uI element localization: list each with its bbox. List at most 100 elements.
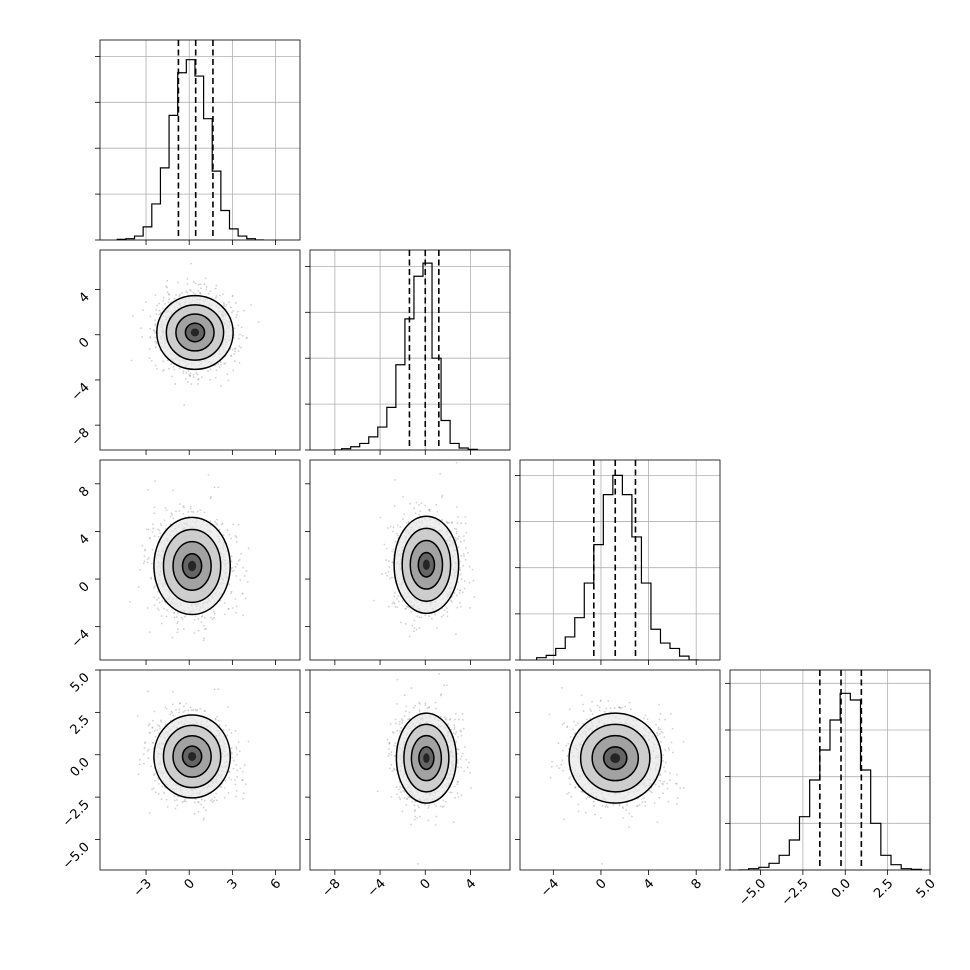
scatter-point [160,622,163,625]
scatter-point [240,326,243,329]
scatter-point [392,731,395,734]
scatter-point [200,293,202,295]
scatter-point [142,562,145,565]
scatter-point [234,729,237,732]
scatter-point [173,368,176,371]
scatter-point [439,694,442,697]
scatter-point [217,688,220,691]
scatter-point [588,717,591,720]
scatter-point [185,800,187,803]
scatter-point [176,622,179,625]
scatter-point [147,748,150,751]
scatter-point [171,375,174,378]
scatter-point [230,590,233,593]
scatter-point [166,609,168,612]
scatter-point [461,718,464,721]
scatter-point [161,785,164,788]
scatter-point [235,605,238,608]
scatter-point [660,740,662,743]
scatter-point [151,727,154,729]
scatter-point [189,706,192,709]
scatter-point [463,587,466,590]
scatter-point [663,766,665,769]
scatter-point [227,706,230,708]
scatter-point [449,791,452,794]
scatter-point [156,607,159,610]
panel-frame [309,249,511,451]
scatter-point [165,615,168,618]
scatter-point [197,617,200,620]
scatter-point [146,607,149,609]
scatter-point [158,302,160,305]
scatter-point [662,754,665,757]
scatter-point [589,708,592,711]
scatter-point [405,522,408,524]
scatter-point [170,710,173,713]
scatter-point [403,796,406,799]
contour-line [153,714,231,799]
scatter-point [157,597,160,599]
scatter-point [388,566,391,568]
scatter-point [446,615,449,618]
scatter-point [457,766,459,769]
scatter-point [465,531,468,534]
scatter-point [182,628,185,631]
scatter-point [173,616,176,619]
scatter-point [242,797,244,800]
scatter-point [245,569,248,572]
scatter-point [216,799,218,802]
scatter-point [394,540,397,543]
scatter-point [152,527,155,530]
scatter-point [457,515,459,518]
scatter-point [568,708,571,711]
scatter-point [235,748,238,750]
scatter-point [226,734,229,737]
scatter-point [464,546,467,549]
scatter-point [396,532,398,535]
scatter-point [231,570,234,573]
scatter-point [398,723,401,726]
scatter-point [193,632,196,635]
scatter-point [147,489,149,491]
scatter-point [235,746,238,749]
scatter-point [460,730,463,733]
scatter-point [591,713,594,715]
scatter-point [179,702,182,705]
scatter-point [413,804,416,807]
pair-panel-p2-p3 [548,686,685,865]
scatter-point [392,731,394,733]
scatter-point [238,345,241,348]
scatter-point [433,803,436,806]
scatter-point [236,310,239,313]
scatter-point [473,596,476,598]
scatter-point [231,295,234,298]
density-shade [187,751,197,761]
scatter-point [193,801,196,804]
scatter-point [241,334,244,337]
scatter-point [159,522,162,525]
scatter-point [404,622,407,625]
scatter-point [157,609,160,611]
scatter-point [147,757,150,760]
scatter-point [550,765,553,768]
scatter-point [184,377,187,380]
scatter-point [154,585,156,588]
panel-frame [309,459,511,661]
scatter-point [570,796,573,798]
pair-panel-p0-p3 [136,670,250,821]
scatter-point [214,717,217,720]
scatter-point [454,633,457,635]
scatter-point [213,688,216,691]
scatter-point [427,819,430,822]
scatter-point [148,731,151,734]
scatter-point [207,292,210,295]
scatter-point [171,703,174,706]
scatter-point [393,595,396,598]
scatter-point [154,294,157,296]
scatter-point [434,613,437,616]
scatter-point [157,590,159,593]
scatter-point [153,329,156,332]
scatter-point [187,511,190,513]
scatter-point [154,324,157,327]
scatter-point [175,510,177,513]
